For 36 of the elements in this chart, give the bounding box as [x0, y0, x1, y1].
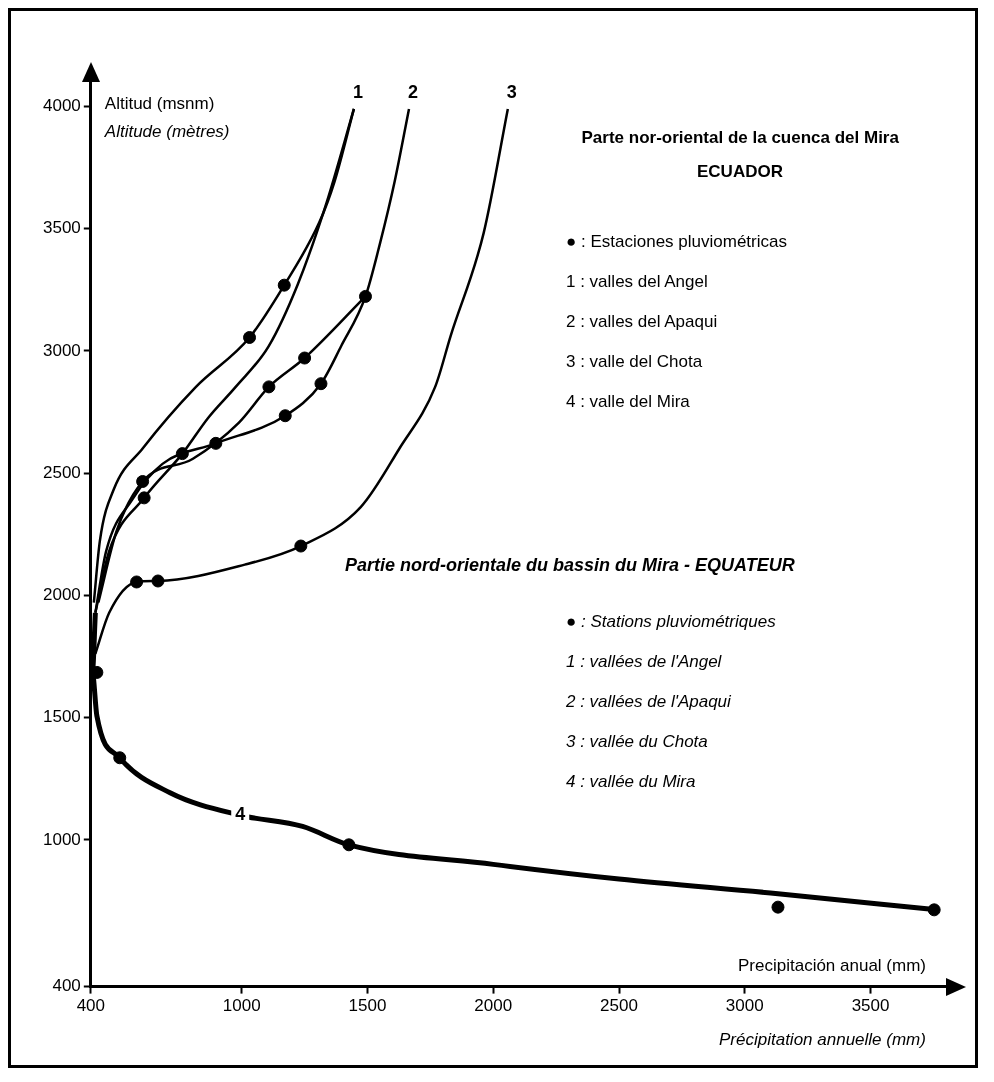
y-tick-label: 1000: [42, 829, 81, 849]
series-label: 2: [407, 81, 418, 102]
x-tick-label: 400: [76, 996, 106, 1016]
x-tick-label: 1000: [222, 996, 261, 1016]
y-tick-label: 2500: [42, 462, 81, 482]
text: Précipitation annuelle (mm): [719, 1030, 926, 1050]
y-tick-label: 2000: [42, 585, 81, 605]
annotation: 3 : vallée du Chota: [566, 732, 708, 752]
y-tick-label: 4000: [42, 96, 81, 116]
x-tick-label: 2000: [474, 996, 513, 1016]
series-label: 4: [235, 804, 246, 825]
text: Partie nord-orientale du bassin du Mira - EQUATEUR: [345, 555, 795, 576]
annotation: 4 : vallée du Mira: [566, 772, 696, 792]
y-tick-label: 3000: [42, 340, 81, 360]
annotation: ● : Estaciones pluviométricas: [566, 232, 787, 252]
annotation: 1 : vallées de l'Angel: [566, 652, 722, 672]
annotation: Altitude (mètres): [104, 122, 230, 142]
annotation: 2 : valles del Apaqui: [566, 312, 718, 332]
x-axis-title: Precipitación anual (mm): [738, 956, 927, 976]
annotation: 4 : valle del Mira: [566, 392, 690, 412]
annotation: ● : Stations pluviométriques: [566, 612, 776, 632]
annotation: 1 : valles del Angel: [566, 272, 708, 292]
x-tick-label: 1500: [348, 996, 387, 1016]
y-axis-title: Altitud (msnm): [104, 94, 215, 114]
y-tick-label: 400: [52, 976, 81, 996]
x-tick-label: 3000: [725, 996, 764, 1016]
annotation: ECUADOR: [697, 162, 783, 182]
annotation: 3 : valle del Chota: [566, 352, 703, 372]
y-tick-label: 3500: [42, 218, 81, 238]
annotation: 2 : vallées de l'Apaqui: [566, 692, 731, 712]
series-label: 3: [506, 81, 517, 102]
x-tick-label: 2500: [600, 996, 638, 1016]
text: Parte nor-oriental de la cuenca del Mira: [581, 128, 899, 148]
x-tick-label: 3500: [851, 996, 890, 1016]
y-tick-label: 1500: [42, 707, 81, 727]
series-label: 1: [352, 81, 363, 102]
